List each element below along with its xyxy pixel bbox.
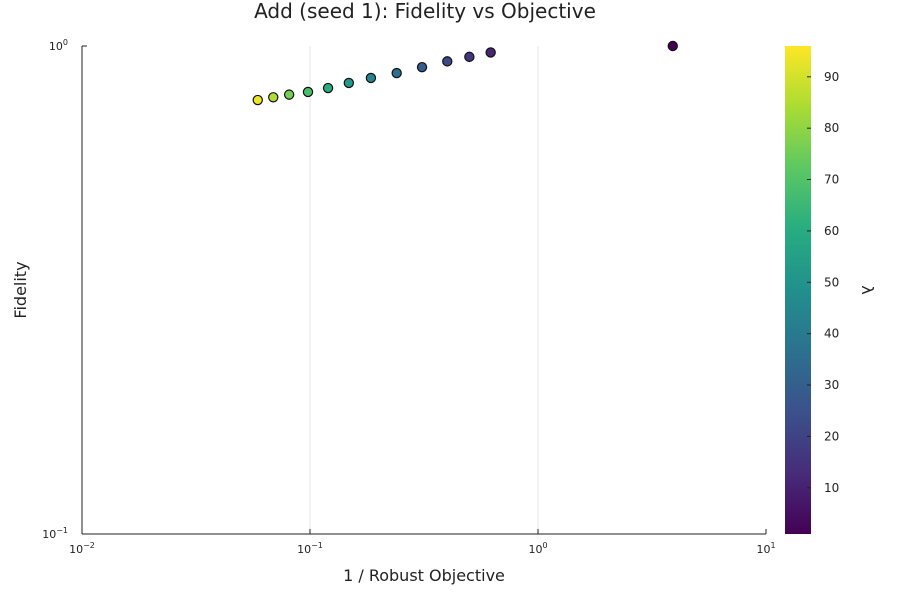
x-tick-label: 10−1 [297, 541, 323, 556]
x-tick-label: 10−2 [69, 541, 95, 556]
data-point [343, 77, 355, 89]
data-points [252, 40, 678, 106]
colorbar-tick-label: 90 [824, 70, 839, 84]
colorbar-tick-label: 60 [824, 224, 839, 238]
x-axis-label: 1 / Robust Objective [343, 566, 505, 585]
colorbar-tick-label: 50 [824, 275, 839, 289]
chart-title: Add (seed 1): Fidelity vs Objective [254, 0, 596, 23]
data-point [391, 67, 402, 79]
colorbar: 10 20 30 40 50 60 70 80 90 [785, 46, 839, 534]
data-point [322, 82, 334, 94]
x-tick-label: 100 [528, 541, 547, 556]
data-point [442, 56, 453, 67]
colorbar-tick-label: 20 [824, 429, 839, 443]
data-point [485, 47, 496, 58]
grid-lines [309, 46, 539, 534]
colorbar-tick-label: 40 [824, 327, 839, 341]
colorbar-tick-label: 10 [824, 481, 839, 495]
y-axis-label: Fidelity [11, 261, 30, 318]
data-point [252, 94, 263, 106]
colorbar-gradient [785, 46, 811, 534]
data-point [268, 92, 279, 103]
data-point [302, 86, 314, 98]
data-point [283, 89, 295, 100]
colorbar-label: λ [858, 285, 877, 294]
x-tick-label: 101 [756, 541, 775, 556]
y-tick-label: 10−1 [42, 526, 68, 541]
y-tick-label: 100 [49, 38, 68, 53]
data-point [365, 72, 377, 84]
colorbar-tick-label: 80 [824, 121, 839, 135]
data-point [667, 40, 678, 52]
colorbar-tick-label: 30 [824, 378, 839, 392]
data-point [416, 61, 428, 73]
colorbar-tick-label: 70 [824, 173, 839, 187]
data-point [464, 51, 475, 63]
